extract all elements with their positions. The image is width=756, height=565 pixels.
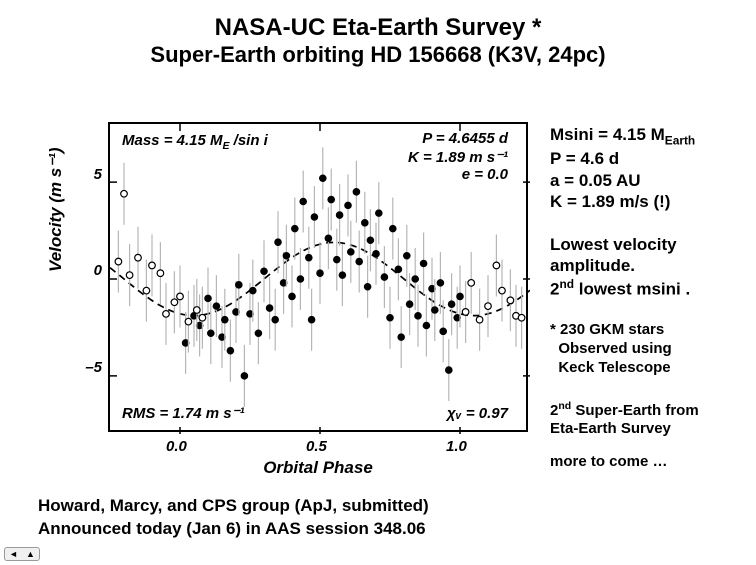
foot1-l3: Keck Telescope — [550, 359, 738, 378]
param-k: K = 1.89 m/s (!) — [550, 191, 738, 212]
footnote-more: more to come … — [550, 453, 738, 472]
ytick-m5: –5 — [85, 359, 102, 376]
footnote-stars: * 230 GKM stars Observed using Keck Tele… — [550, 321, 738, 377]
param-msini: Msini = 4.15 MEarth — [550, 124, 738, 148]
foot2-l1: 2nd Super-Earth from — [550, 400, 738, 421]
plot-frame: Mass = 4.15 ME /sin i P = 4.6455 d K = 1… — [108, 122, 528, 432]
param-a: a = 0.05 AU — [550, 170, 738, 191]
foot2-l2: Eta-Earth Survey — [550, 420, 738, 439]
x-axis-label: Orbital Phase — [108, 458, 528, 478]
title-line-1: NASA-UC Eta-Earth Survey * — [0, 14, 756, 42]
foot1-l1: * 230 GKM stars — [550, 321, 738, 340]
param-p: P = 4.6 d — [550, 148, 738, 169]
next-icon[interactable]: ▲ — [26, 549, 35, 559]
note-l3: 2nd lowest msini . — [550, 277, 738, 300]
note-l1: Lowest velocity — [550, 234, 738, 255]
ytick-0: 0 — [94, 262, 102, 279]
notes-block: Lowest velocity amplitude. 2nd lowest ms… — [550, 234, 738, 299]
xtick-05: 0.5 — [306, 438, 327, 455]
title-line-2: Super-Earth orbiting HD 156668 (K3V, 24p… — [0, 42, 756, 68]
param-block: Msini = 4.15 MEarth P = 4.6 d a = 0.05 A… — [550, 124, 738, 212]
xtick-1: 1.0 — [446, 438, 467, 455]
footer-l2: Announced today (Jan 6) in AAS session 3… — [38, 518, 429, 541]
slide-header: NASA-UC Eta-Earth Survey * Super-Earth o… — [0, 14, 756, 68]
foot1-l2: Observed using — [550, 340, 738, 359]
note-l2: amplitude. — [550, 255, 738, 276]
y-axis-label: Velocity (m s⁻¹) — [46, 147, 66, 272]
footer-l1: Howard, Marcy, and CPS group (ApJ, submi… — [38, 495, 429, 518]
data-points-layer — [110, 124, 530, 434]
footnote-2nd: 2nd Super-Earth from Eta-Earth Survey — [550, 400, 738, 440]
ytick-5: 5 — [94, 166, 102, 183]
sidebar: Msini = 4.15 MEarth P = 4.6 d a = 0.05 A… — [550, 124, 738, 472]
citation-footer: Howard, Marcy, and CPS group (ApJ, submi… — [38, 495, 429, 541]
prev-icon[interactable]: ◄ — [9, 549, 18, 559]
rv-phase-chart: Velocity (m s⁻¹) Orbital Phase 5 0 –5 0.… — [38, 112, 540, 482]
xtick-0: 0.0 — [166, 438, 187, 455]
slide-nav[interactable]: ◄ ▲ — [4, 547, 40, 561]
